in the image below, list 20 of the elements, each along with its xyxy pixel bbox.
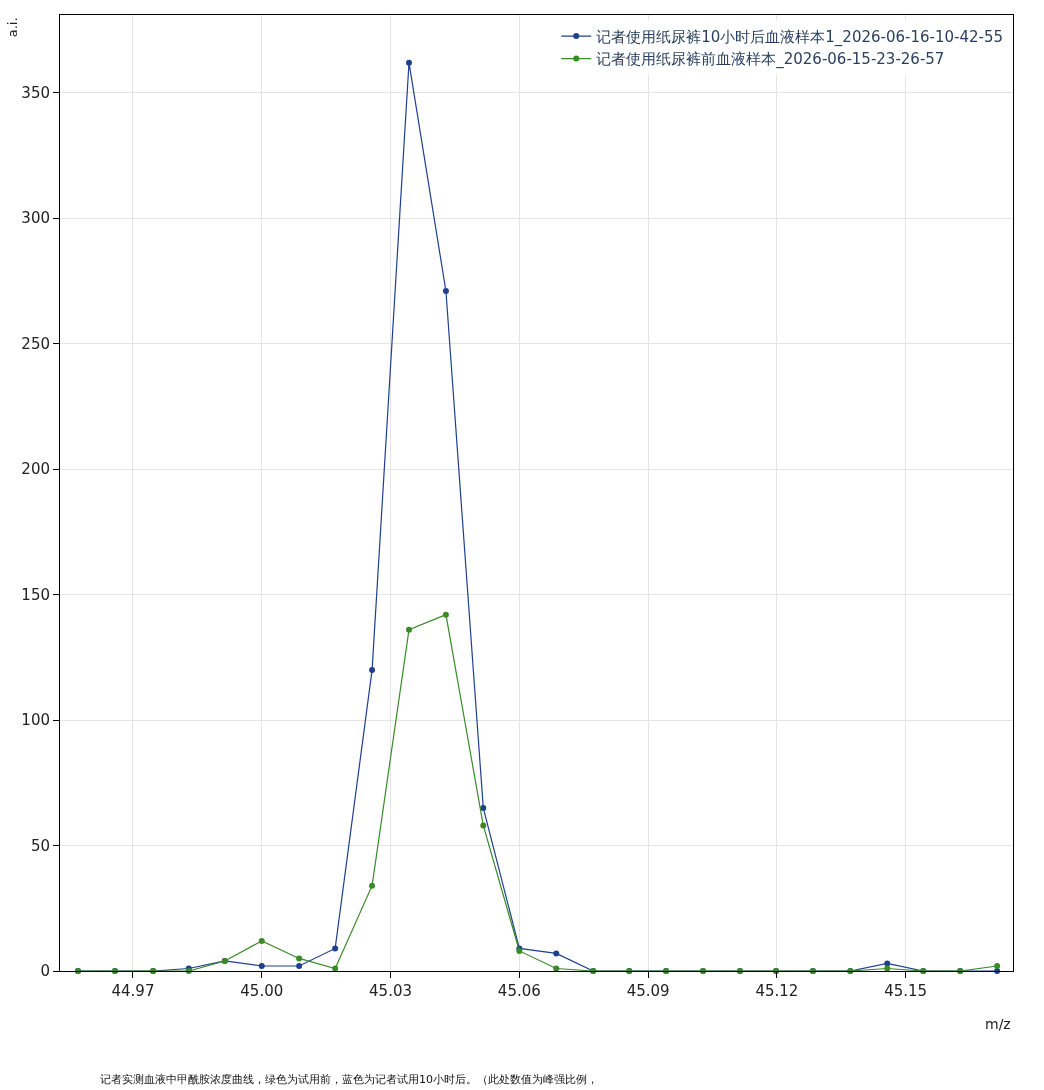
x-axis-title: m/z <box>985 1016 1011 1032</box>
y-tick-label: 300 <box>21 209 50 228</box>
x-tick-label: 45.12 <box>755 982 799 1000</box>
x-tick-label: 44.97 <box>111 982 155 1000</box>
x-tick-label: 45.00 <box>240 982 284 1000</box>
y-tick-label: 150 <box>21 585 50 604</box>
y-tick-label: 350 <box>21 84 50 103</box>
legend-label: 记者使用纸尿裤前血液样本_2026-06-15-23-26-57 <box>596 50 945 70</box>
legend-label: 记者使用纸尿裤10小时后血液样本1_2026-06-16-10-42-55 <box>596 27 1004 47</box>
y-tick-label: 50 <box>30 836 50 855</box>
x-tick-label: 45.15 <box>884 982 928 1000</box>
x-tick-label: 45.06 <box>497 982 541 1000</box>
y-axis-title: a.i. <box>5 17 21 38</box>
y-tick-label: 200 <box>21 460 50 479</box>
x-tick-label: 45.03 <box>369 982 413 1000</box>
y-tick-label: 0 <box>40 962 50 981</box>
y-tick-label: 250 <box>21 334 50 353</box>
x-tick-label: 45.09 <box>626 982 670 1000</box>
y-tick-label: 100 <box>21 711 50 730</box>
text: 记者实测血液中甲酰胺浓度曲线，绿色为试用前，蓝色为记者试用10小时后。（此处数值为峰强比例， <box>100 1073 598 1086</box>
